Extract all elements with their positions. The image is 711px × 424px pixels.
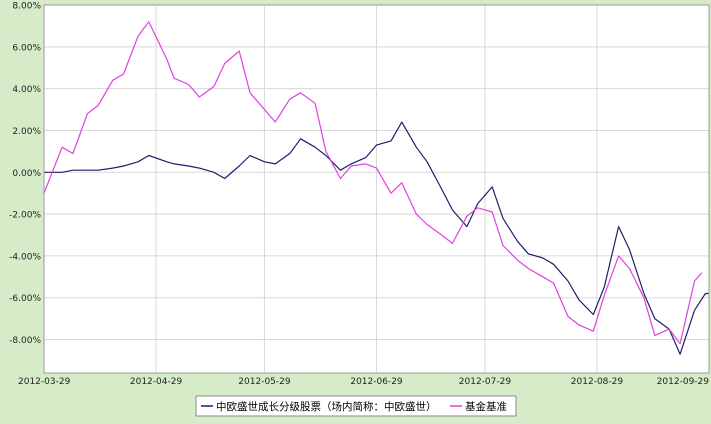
x-tick-label: 2012-07-29 — [459, 377, 512, 387]
x-tick-label: 2012-04-29 — [130, 377, 183, 387]
y-tick-label: 8.00% — [12, 2, 41, 12]
x-tick-label: 2012-08-29 — [571, 377, 624, 387]
y-tick-label: -6.00% — [9, 294, 41, 304]
legend: 中欧盛世成长分级股票（场内简称：中欧盛世） 基金基准 — [201, 400, 507, 413]
y-tick-label: -4.00% — [9, 252, 41, 262]
y-tick-label: 6.00% — [12, 43, 41, 53]
y-tick-label: 2.00% — [12, 127, 41, 137]
y-tick-label: -8.00% — [9, 336, 41, 346]
y-tick-label: -2.00% — [9, 211, 41, 221]
plot-border — [43, 4, 710, 374]
series-lines — [43, 21, 709, 355]
series-line-fund — [44, 121, 709, 355]
x-tick-label: 2012-09-29 — [657, 377, 710, 387]
x-tick-label: 2012-05-29 — [238, 377, 291, 387]
x-axis-labels: 2012-03-29 2012-04-29 2012-05-29 2012-06-29… — [18, 377, 709, 387]
y-tick-label: 4.00% — [12, 85, 41, 95]
y-tick-label: 0.00% — [12, 169, 41, 179]
x-tick-label: 2012-06-29 — [350, 377, 403, 387]
legend-label-fund: 中欧盛世成长分级股票（场内简称：中欧盛世） — [216, 400, 437, 413]
y-axis-labels: 8.00% 6.00% 4.00% 2.00% 0.00% -2.00% -4.00% -6.… — [9, 2, 41, 347]
legend-label-benchmark: 基金基准 — [465, 400, 507, 413]
x-tick-label: 2012-03-29 — [18, 377, 71, 387]
series-line-benchmark — [43, 21, 703, 345]
legend-box — [195, 395, 517, 417]
